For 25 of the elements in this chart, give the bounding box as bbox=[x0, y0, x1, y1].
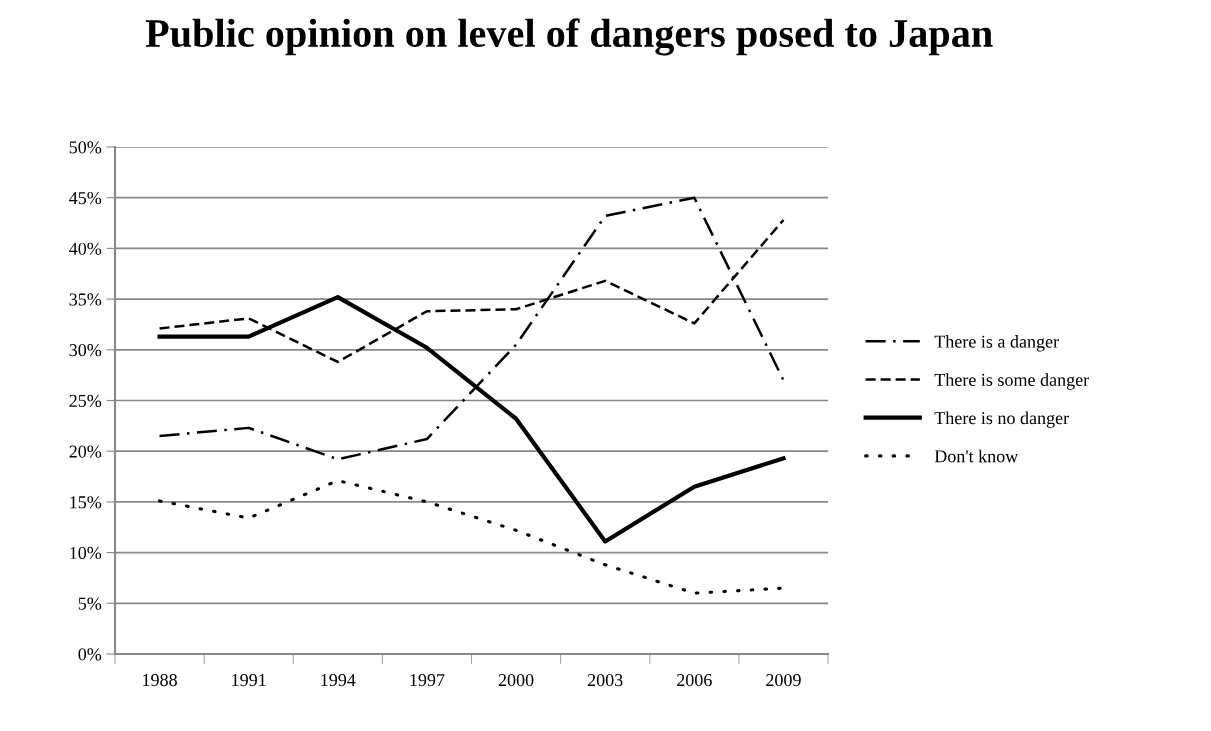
x-tick-label: 2006 bbox=[677, 673, 712, 687]
y-tick-label: 35% bbox=[69, 293, 102, 306]
legend-label: There is no danger bbox=[934, 411, 1069, 428]
x-tick-label: 1994 bbox=[321, 674, 356, 687]
x-tick-label: 1991 bbox=[232, 674, 266, 687]
x-tick-label: 1988 bbox=[143, 673, 177, 687]
line-series bbox=[158, 479, 785, 595]
y-tick-label: 40% bbox=[69, 242, 102, 255]
y-tick-label: 25% bbox=[69, 394, 102, 407]
y-tick-label: 0% bbox=[78, 648, 102, 661]
y-tick-label: 10% bbox=[70, 546, 102, 560]
x-tick-label: 1997 bbox=[410, 674, 445, 687]
legend-label: There is some danger bbox=[934, 373, 1090, 390]
y-tick-label: 50% bbox=[69, 141, 102, 154]
chart-title: Public opinion on level of dangers posed to Japan bbox=[145, 18, 993, 56]
x-tick-label: 2009 bbox=[766, 673, 801, 687]
y-tick-label: 15% bbox=[70, 496, 102, 509]
x-tick-label: 2003 bbox=[587, 673, 623, 687]
y-tick-label: 30% bbox=[69, 344, 102, 357]
y-tick-label: 5% bbox=[78, 597, 102, 610]
legend-label: There is a danger bbox=[934, 335, 1059, 352]
legend-label: Don't know bbox=[934, 449, 1019, 463]
x-tick-label: 2000 bbox=[498, 673, 534, 687]
y-tick-label: 45% bbox=[69, 191, 102, 205]
y-tick-label: 20% bbox=[69, 445, 102, 458]
